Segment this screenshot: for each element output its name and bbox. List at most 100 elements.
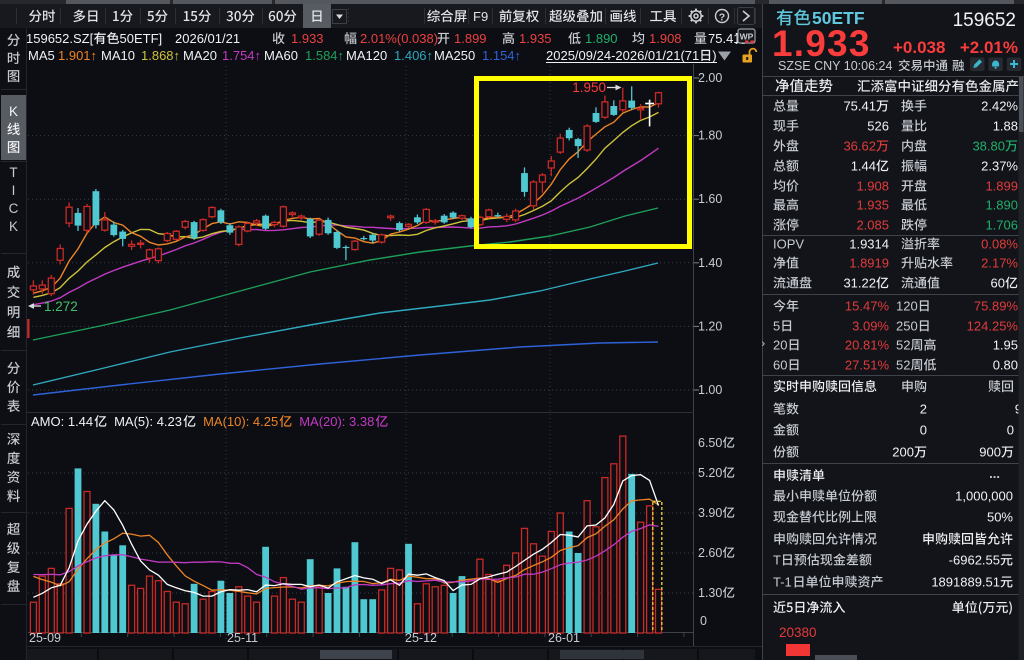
svg-text:159652.SZ[: 159652.SZ[ (26, 31, 94, 46)
svg-text:2025/09/24-2026/01/21(71: 2025/09/24-2026/01/21(71 (546, 48, 699, 63)
svg-text:1.935: 1.935 (856, 198, 889, 213)
svg-text:1.908: 1.908 (856, 179, 889, 194)
svg-text:0.80: 0.80 (993, 358, 1018, 373)
svg-text:25-12: 25-12 (405, 631, 437, 645)
svg-text:1.20: 1.20 (698, 319, 722, 333)
svg-text:AMO: 1.44: AMO: 1.44 (31, 414, 93, 429)
svg-text:-6962.55: -6962.55 (949, 553, 1000, 568)
svg-text:MA(10): 4.25: MA(10): 4.25 (203, 414, 278, 429)
svg-text:1.272: 1.272 (44, 299, 78, 314)
svg-text:15.47%: 15.47% (845, 299, 890, 314)
svg-text:1.950: 1.950 (572, 80, 606, 95)
svg-text:50%: 50% (987, 510, 1013, 525)
svg-text:1,000,000: 1,000,000 (955, 489, 1013, 504)
svg-text:MA(5): 4.23: MA(5): 4.23 (114, 414, 182, 429)
svg-text:50ETF]: 50ETF] (120, 31, 163, 46)
svg-text:6.50: 6.50 (698, 436, 722, 450)
svg-text:1.9314: 1.9314 (849, 237, 889, 252)
svg-text:+0.038: +0.038 (893, 38, 945, 57)
svg-text:36.62: 36.62 (843, 139, 876, 154)
svg-text:1.901↑: 1.901↑ (58, 48, 97, 63)
svg-text:1.406↑: 1.406↑ (394, 48, 433, 63)
svg-text:1.935: 1.935 (519, 31, 552, 46)
svg-text:1.868↑: 1.868↑ (141, 48, 180, 63)
svg-text:2.01%(0.038): 2.01%(0.038) (360, 31, 438, 46)
svg-text:1.30: 1.30 (698, 586, 722, 600)
svg-text:K: K (9, 219, 18, 234)
svg-text:1.890: 1.890 (585, 31, 618, 46)
svg-text:MA20: MA20 (183, 48, 217, 63)
svg-text:2.60: 2.60 (698, 546, 722, 560)
svg-text:MA10: MA10 (101, 48, 135, 63)
svg-text:1.44: 1.44 (851, 159, 876, 174)
svg-text:250: 250 (896, 319, 918, 334)
svg-text:200: 200 (892, 445, 914, 460)
svg-text:1.706: 1.706 (985, 218, 1018, 233)
svg-text:9: 9 (1015, 402, 1022, 417)
svg-text:3.90: 3.90 (698, 506, 722, 520)
svg-text:1891889.51: 1891889.51 (931, 575, 1000, 590)
svg-text:20: 20 (773, 338, 787, 353)
svg-text:...: ... (989, 466, 1000, 481)
svg-text:0: 0 (920, 423, 927, 438)
svg-text:25-09: 25-09 (29, 631, 61, 645)
svg-text:38.80: 38.80 (972, 139, 1005, 154)
svg-text:75.41: 75.41 (843, 99, 876, 114)
svg-text:MA5: MA5 (28, 48, 55, 63)
svg-text:MA60: MA60 (264, 48, 298, 63)
svg-text:1.80: 1.80 (698, 129, 722, 143)
svg-text:1.584↑: 1.584↑ (305, 48, 344, 63)
svg-text:159652: 159652 (953, 10, 1016, 31)
svg-text:K: K (9, 104, 18, 119)
svg-text:MA(20): 3.38: MA(20): 3.38 (299, 414, 374, 429)
svg-text:1.933: 1.933 (291, 31, 324, 46)
svg-text:1.899: 1.899 (985, 179, 1018, 194)
svg-text:MA250: MA250 (434, 48, 475, 63)
svg-text:2.37%: 2.37% (981, 159, 1018, 174)
svg-text:): ) (712, 48, 716, 63)
svg-text:120: 120 (896, 299, 918, 314)
svg-text:1.908: 1.908 (649, 31, 682, 46)
svg-text:0: 0 (1007, 423, 1014, 438)
svg-text:60: 60 (991, 276, 1005, 291)
svg-text:1.154↑: 1.154↑ (482, 48, 521, 63)
svg-text:2.17%: 2.17% (981, 256, 1018, 271)
svg-text:SZSE CNY 10:06:24: SZSE CNY 10:06:24 (778, 59, 892, 73)
svg-text:0: 0 (700, 614, 707, 628)
svg-text:124.25%: 124.25% (967, 319, 1019, 334)
svg-text:1.40: 1.40 (698, 256, 722, 270)
svg-text:1.95: 1.95 (993, 338, 1018, 353)
svg-text:1.00: 1.00 (698, 383, 722, 397)
svg-text:20.81%: 20.81% (845, 338, 890, 353)
svg-text:2.42%: 2.42% (981, 99, 1018, 114)
svg-text:T: T (773, 553, 781, 568)
svg-text:1.754↑: 1.754↑ (222, 48, 261, 63)
svg-text:27.51%: 27.51% (845, 358, 890, 373)
svg-text:52: 52 (896, 338, 910, 353)
svg-text:50ETF: 50ETF (812, 8, 865, 28)
svg-text:1.60: 1.60 (698, 192, 722, 206)
svg-text:C: C (9, 201, 19, 216)
svg-text:75.41: 75.41 (708, 31, 741, 46)
svg-text:52: 52 (896, 358, 910, 373)
svg-text:T: T (9, 165, 17, 180)
svg-text:526: 526 (867, 119, 889, 134)
svg-text:2.085: 2.085 (856, 218, 889, 233)
svg-text:2: 2 (920, 402, 927, 417)
svg-text:2.00: 2.00 (698, 71, 722, 85)
svg-text:31.22: 31.22 (843, 276, 876, 291)
svg-text:900: 900 (979, 445, 1001, 460)
svg-text:25-11: 25-11 (227, 631, 258, 645)
svg-text:26-01: 26-01 (548, 631, 580, 645)
svg-text:?: ? (719, 12, 725, 24)
svg-text:20380: 20380 (779, 625, 817, 640)
svg-text:IOPV: IOPV (773, 237, 804, 252)
svg-text:5: 5 (773, 319, 780, 334)
svg-text:I: I (12, 183, 16, 198)
svg-text:5.20: 5.20 (698, 466, 722, 480)
svg-text:MA120: MA120 (346, 48, 387, 63)
svg-text:+2.01%: +2.01% (960, 38, 1018, 57)
svg-text:75.89%: 75.89% (974, 299, 1019, 314)
svg-text:1.899: 1.899 (454, 31, 487, 46)
svg-text:1.933: 1.933 (772, 23, 871, 64)
